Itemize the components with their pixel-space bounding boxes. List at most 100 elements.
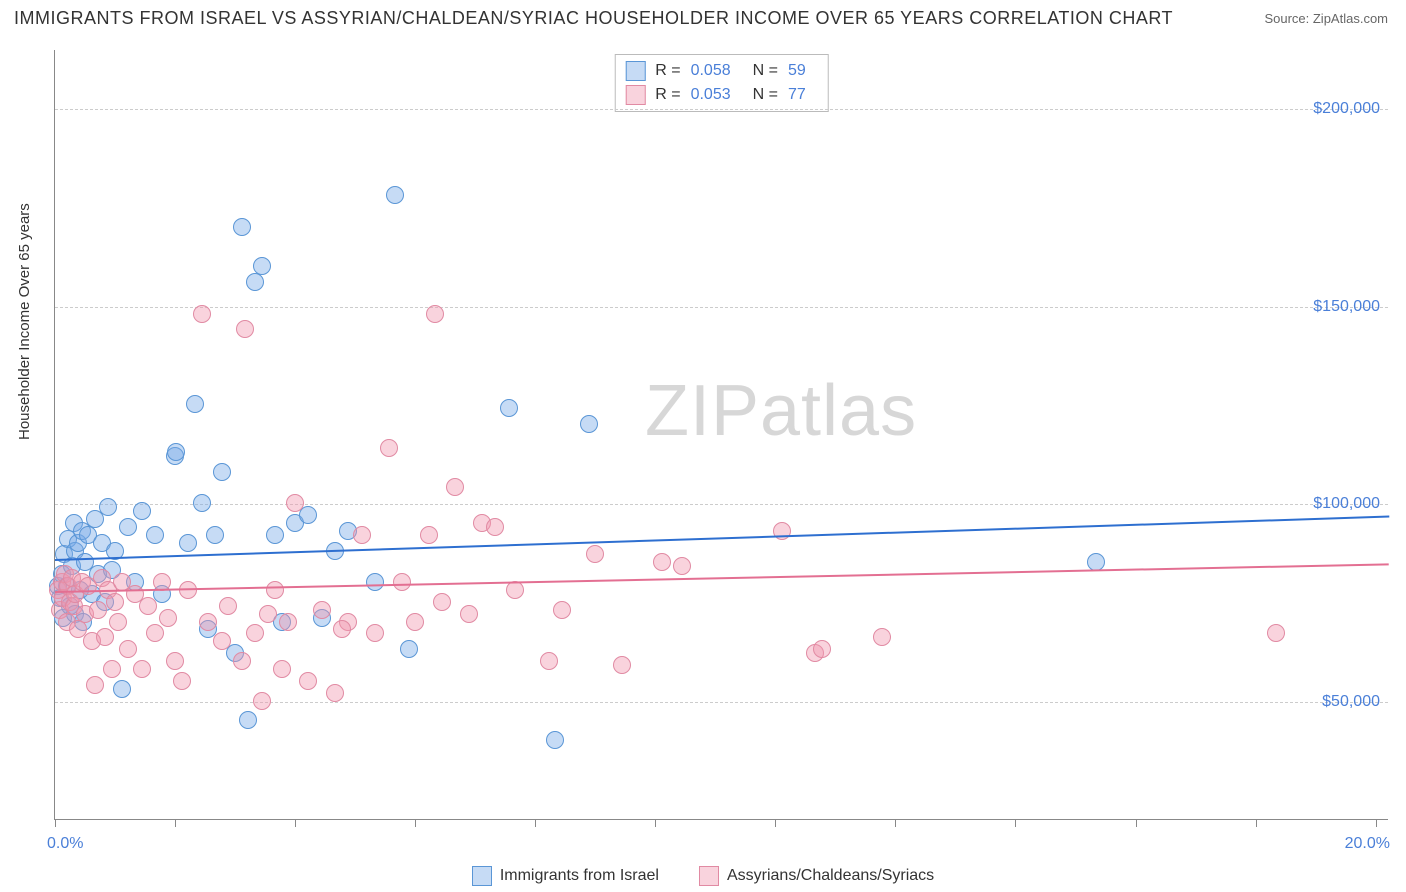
data-point	[266, 581, 284, 599]
legend-stat-row: R = 0.053N = 77	[625, 83, 818, 107]
correlation-legend: R = 0.058N = 59R = 0.053N = 77	[614, 54, 829, 112]
data-point	[206, 526, 224, 544]
legend-item: Immigrants from Israel	[472, 866, 659, 886]
legend-swatch	[625, 85, 645, 105]
r-label: R =	[655, 86, 680, 104]
data-point	[219, 597, 237, 615]
data-point	[109, 613, 127, 631]
data-point	[253, 257, 271, 275]
data-point	[313, 601, 331, 619]
data-point	[580, 415, 598, 433]
data-point	[113, 680, 131, 698]
data-point	[259, 605, 277, 623]
data-point	[193, 494, 211, 512]
data-point	[133, 660, 151, 678]
x-tick	[175, 819, 176, 827]
data-point	[366, 573, 384, 591]
y-tick-label: $50,000	[1322, 693, 1380, 711]
n-value: 77	[788, 86, 806, 104]
data-point	[146, 624, 164, 642]
x-tick	[1376, 819, 1377, 827]
data-point	[500, 399, 518, 417]
watermark: ZIPatlas	[645, 370, 917, 452]
x-tick	[895, 819, 896, 827]
data-point	[426, 305, 444, 323]
legend-swatch	[699, 866, 719, 886]
data-point	[673, 557, 691, 575]
data-point	[613, 656, 631, 674]
data-point	[89, 601, 107, 619]
data-point	[96, 628, 114, 646]
data-point	[246, 624, 264, 642]
legend-swatch	[472, 866, 492, 886]
data-point	[233, 652, 251, 670]
data-point	[366, 624, 384, 642]
data-point	[299, 672, 317, 690]
header-row: IMMIGRANTS FROM ISRAEL VS ASSYRIAN/CHALD…	[0, 0, 1406, 33]
legend-label: Assyrians/Chaldeans/Syriacs	[727, 867, 934, 885]
data-point	[506, 581, 524, 599]
x-tick	[415, 819, 416, 827]
x-tick	[1136, 819, 1137, 827]
y-axis-label: Householder Income Over 65 years	[16, 203, 33, 440]
series-legend: Immigrants from Israel Assyrians/Chaldean…	[0, 866, 1406, 886]
data-point	[433, 593, 451, 611]
data-point	[193, 305, 211, 323]
r-label: R =	[655, 62, 680, 80]
data-point	[553, 601, 571, 619]
data-point	[386, 186, 404, 204]
data-point	[186, 395, 204, 413]
y-tick-label: $150,000	[1313, 298, 1380, 316]
legend-swatch	[625, 61, 645, 81]
data-point	[400, 640, 418, 658]
data-point	[119, 640, 137, 658]
x-max-label: 20.0%	[1345, 835, 1390, 853]
legend-item: Assyrians/Chaldeans/Syriacs	[699, 866, 934, 886]
x-tick	[535, 819, 536, 827]
trend-line	[55, 516, 1389, 561]
data-point	[253, 692, 271, 710]
data-point	[139, 597, 157, 615]
data-point	[420, 526, 438, 544]
data-point	[236, 320, 254, 338]
data-point	[119, 518, 137, 536]
data-point	[546, 731, 564, 749]
data-point	[239, 711, 257, 729]
data-point	[99, 498, 117, 516]
data-point	[540, 652, 558, 670]
source-attrib: Source: ZipAtlas.com	[1264, 11, 1388, 26]
grid-line	[55, 109, 1388, 110]
data-point	[246, 273, 264, 291]
data-point	[166, 652, 184, 670]
data-point	[380, 439, 398, 457]
data-point	[213, 463, 231, 481]
data-point	[353, 526, 371, 544]
grid-line	[55, 307, 1388, 308]
data-point	[813, 640, 831, 658]
data-point	[86, 676, 104, 694]
data-point	[146, 526, 164, 544]
data-point	[173, 672, 191, 690]
data-point	[653, 553, 671, 571]
data-point	[286, 494, 304, 512]
data-point	[233, 218, 251, 236]
n-label: N =	[753, 62, 778, 80]
x-tick	[655, 819, 656, 827]
r-value: 0.058	[691, 62, 731, 80]
data-point	[213, 632, 231, 650]
n-label: N =	[753, 86, 778, 104]
scatter-chart: ZIPatlas R = 0.058N = 59R = 0.053N = 77 …	[54, 50, 1388, 820]
data-point	[586, 545, 604, 563]
x-min-label: 0.0%	[47, 835, 83, 853]
data-point	[103, 660, 121, 678]
data-point	[326, 684, 344, 702]
legend-stat-row: R = 0.058N = 59	[625, 59, 818, 83]
data-point	[486, 518, 504, 536]
data-point	[446, 478, 464, 496]
data-point	[1267, 624, 1285, 642]
y-tick-label: $100,000	[1313, 495, 1380, 513]
data-point	[159, 609, 177, 627]
trend-line	[55, 563, 1389, 593]
data-point	[199, 613, 217, 631]
x-tick	[775, 819, 776, 827]
